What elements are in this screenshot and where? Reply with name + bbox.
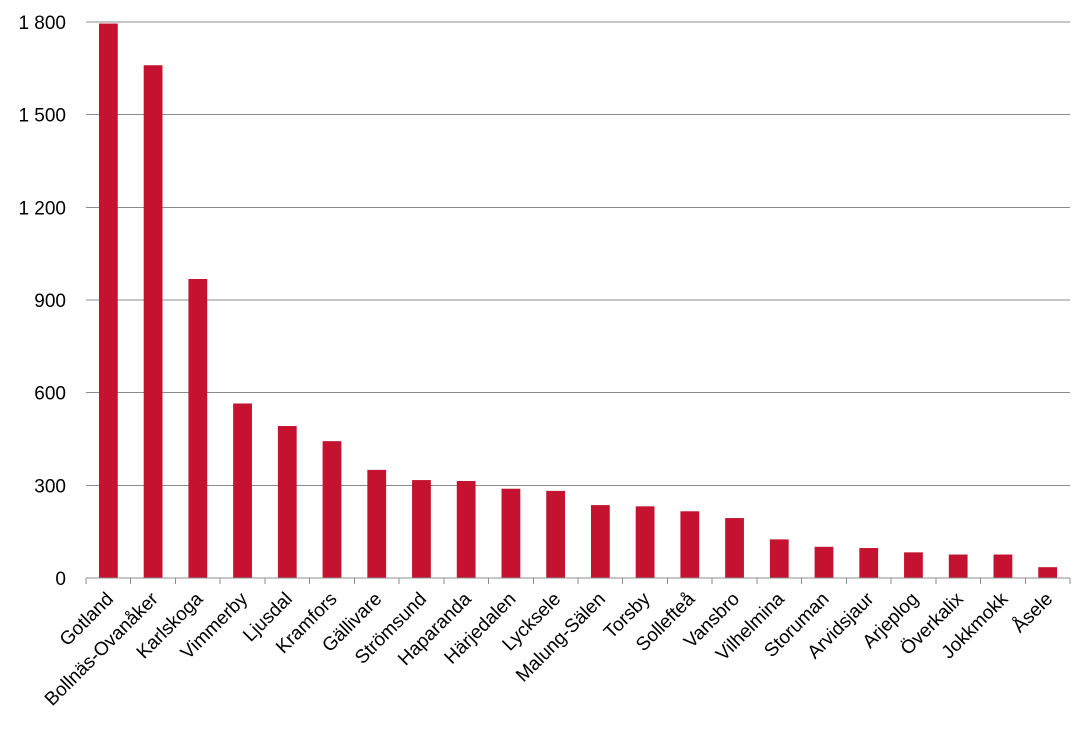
bar [143, 65, 163, 578]
bars [98, 23, 1058, 579]
y-tick-label: 1 800 [18, 13, 66, 34]
bar [993, 554, 1013, 578]
bar [188, 278, 208, 578]
y-tick-label: 300 [34, 476, 66, 497]
bar [680, 511, 700, 578]
bar [367, 469, 387, 578]
bar [98, 23, 118, 579]
y-tick-label: 600 [34, 384, 66, 405]
x-tick-labels: GotlandBollnäs-OvanåkerKarlskogaVimmerby… [41, 588, 1057, 710]
bar [725, 518, 744, 578]
bar [233, 403, 252, 578]
bar [277, 426, 297, 578]
y-tick-label: 1 500 [18, 106, 66, 127]
bar [769, 539, 789, 578]
bar [412, 480, 431, 578]
bar [546, 490, 566, 578]
bar [456, 481, 476, 578]
bar [859, 548, 879, 578]
bar [322, 441, 342, 578]
x-tick-label: Åsele [1009, 589, 1057, 637]
bar [501, 488, 521, 578]
bar [904, 552, 923, 578]
bar [590, 505, 610, 578]
bar [635, 506, 655, 578]
bar [814, 546, 834, 578]
bar [1038, 567, 1058, 578]
y-tick-label: 0 [55, 569, 66, 590]
y-tick-label: 1 200 [18, 198, 66, 219]
bar [948, 554, 968, 578]
y-tick-label: 900 [34, 291, 66, 312]
gridlines [86, 21, 1070, 486]
x-axis [85, 577, 1071, 584]
y-tick-labels: 0 300 600 900 1 200 1 500 1 800 [18, 13, 66, 590]
